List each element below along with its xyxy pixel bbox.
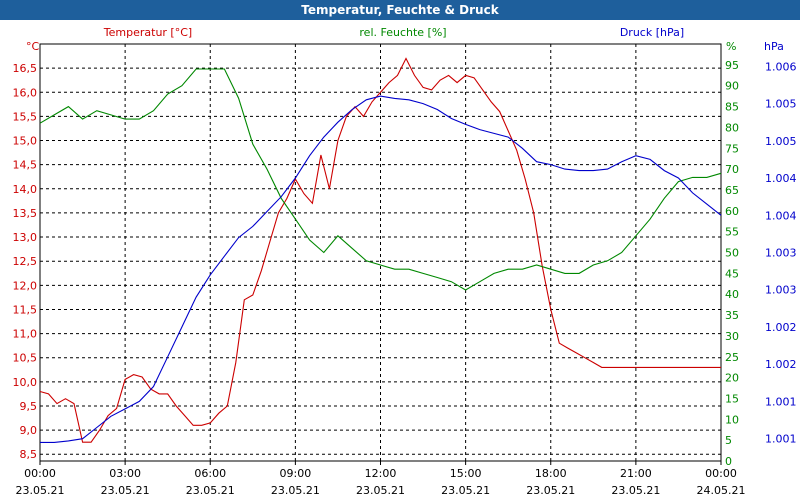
- pressure-tick-label: 1.004: [765, 172, 797, 185]
- x-tick-date: 23.05.21: [611, 484, 660, 497]
- right-tick-label: 35: [725, 309, 739, 322]
- humidity-line: [39, 68, 722, 291]
- pressure-axis-unit: hPa: [764, 40, 784, 53]
- x-tick-date: 23.05.21: [526, 484, 575, 497]
- right-tick-label: 75: [725, 142, 739, 155]
- right-tick-label: 90: [725, 80, 739, 93]
- left-tick-label: 12,5: [13, 255, 38, 268]
- right-tick-label: 80: [725, 121, 739, 134]
- pressure-line: [40, 95, 722, 443]
- right-tick-label: 5: [725, 434, 732, 447]
- x-tick-date: 23.05.21: [441, 484, 490, 497]
- left-tick-label: 15,5: [13, 110, 38, 123]
- right-tick-label: 85: [725, 101, 739, 114]
- left-tick-label: 14,5: [13, 159, 38, 172]
- x-tick-time: 06:00: [194, 467, 226, 480]
- left-tick-label: 16,5: [13, 62, 38, 75]
- chart-title: Temperatur, Feuchte & Druck: [0, 0, 800, 20]
- x-tick-time: 21:00: [620, 467, 652, 480]
- left-tick-label: 9,0: [20, 424, 38, 437]
- right-tick-label: 95: [725, 59, 739, 72]
- legend-humidity: rel. Feuchte [%]: [359, 26, 446, 39]
- left-tick-label: 13,5: [13, 207, 38, 220]
- left-tick-label: 13,0: [13, 231, 38, 244]
- x-tick-time: 00:00: [705, 467, 737, 480]
- left-tick-label: 14,0: [13, 183, 38, 196]
- right-axis-unit: %: [726, 40, 736, 53]
- temperature-line: [39, 57, 721, 443]
- right-tick-label: 55: [725, 226, 739, 239]
- x-tick-time: 18:00: [535, 467, 567, 480]
- right-tick-label: 50: [725, 247, 739, 260]
- x-tick-date: 23.05.21: [101, 484, 150, 497]
- left-tick-label: 8,5: [20, 448, 38, 461]
- pressure-tick-label: 1.005: [765, 135, 797, 148]
- left-tick-label: 10,0: [13, 376, 38, 389]
- x-tick-date: 23.05.21: [271, 484, 320, 497]
- x-tick-date: 23.05.21: [16, 484, 65, 497]
- right-tick-label: 45: [725, 267, 739, 280]
- x-tick-date: 23.05.21: [186, 484, 235, 497]
- right-tick-label: 20: [725, 372, 739, 385]
- right-tick-label: 70: [725, 163, 739, 176]
- x-tick-date: 23.05.21: [356, 484, 405, 497]
- right-tick-label: 40: [725, 288, 739, 301]
- left-tick-label: 11,0: [13, 328, 38, 341]
- legend-temperature: Temperatur [°C]: [103, 26, 192, 39]
- pressure-tick-label: 1.003: [765, 284, 797, 297]
- pressure-tick-label: 1.001: [765, 395, 797, 408]
- left-tick-label: 15,0: [13, 135, 38, 148]
- left-tick-label: 11,5: [13, 303, 38, 316]
- x-tick-time: 00:00: [24, 467, 56, 480]
- x-tick-date: 24.05.21: [697, 484, 746, 497]
- pressure-tick-label: 1.001: [765, 433, 797, 446]
- pressure-tick-label: 1.004: [765, 209, 797, 222]
- left-tick-label: 10,5: [13, 352, 38, 365]
- left-tick-label: 9,5: [20, 400, 38, 413]
- right-tick-label: 25: [725, 351, 739, 364]
- x-tick-time: 03:00: [109, 467, 141, 480]
- x-tick-time: 15:00: [450, 467, 482, 480]
- x-tick-time: 09:00: [280, 467, 312, 480]
- pressure-tick-label: 1.006: [765, 60, 797, 73]
- left-tick-label: 12,0: [13, 279, 38, 292]
- right-tick-label: 0: [725, 455, 732, 468]
- right-tick-label: 60: [725, 205, 739, 218]
- pressure-tick-label: 1.002: [765, 321, 797, 334]
- left-tick-label: 16,0: [13, 86, 38, 99]
- x-tick-time: 12:00: [365, 467, 397, 480]
- pressure-tick-label: 1.002: [765, 358, 797, 371]
- right-tick-label: 65: [725, 184, 739, 197]
- left-axis-unit: °C: [26, 40, 40, 53]
- right-tick-label: 10: [725, 413, 739, 426]
- right-tick-label: 30: [725, 330, 739, 343]
- right-tick-label: 15: [725, 392, 739, 405]
- pressure-tick-label: 1.005: [765, 98, 797, 111]
- pressure-tick-label: 1.003: [765, 247, 797, 260]
- legend-pressure: Druck [hPa]: [620, 26, 684, 39]
